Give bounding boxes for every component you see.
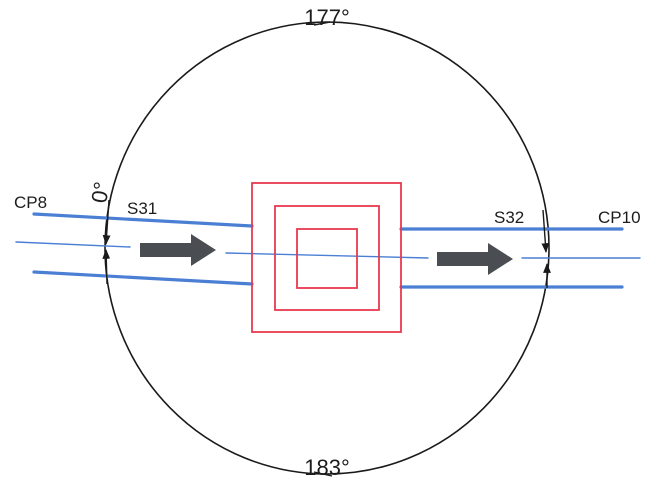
- angle-label-top: 177°: [304, 5, 350, 30]
- angle-label-bottom: 183°: [304, 455, 350, 480]
- pipe-lower-left: [32, 270, 254, 286]
- centerline-left: [15, 241, 131, 248]
- flow-direction-arrow-icon: [140, 234, 513, 275]
- centerline-middle: [225, 252, 429, 259]
- bottom-angle-mark: [313, 471, 333, 477]
- right-angle-mark-down: [541, 209, 550, 253]
- flow-arrow-right: [437, 243, 513, 275]
- inner-frame: [296, 228, 358, 289]
- left-angle-mark-down: [102, 199, 111, 245]
- middle-frame: [274, 205, 380, 311]
- point-label-cp10: CP10: [598, 208, 641, 227]
- section-label-s31: S31: [127, 199, 157, 218]
- outer-frame: [251, 182, 402, 333]
- angle-label-left: 0°: [86, 180, 114, 205]
- left-angle-mark-up: [102, 249, 111, 285]
- crossing-structure: [251, 182, 402, 333]
- top-angle-mark: [313, 21, 331, 26]
- section-label-s32: S32: [494, 208, 524, 227]
- pipe-upper-left: [32, 212, 254, 228]
- angle-mark-arrow-icon: [102, 21, 551, 477]
- pipe-lines: [15, 212, 641, 289]
- point-label-cp8: CP8: [14, 193, 47, 212]
- flow-arrow-left: [140, 234, 216, 266]
